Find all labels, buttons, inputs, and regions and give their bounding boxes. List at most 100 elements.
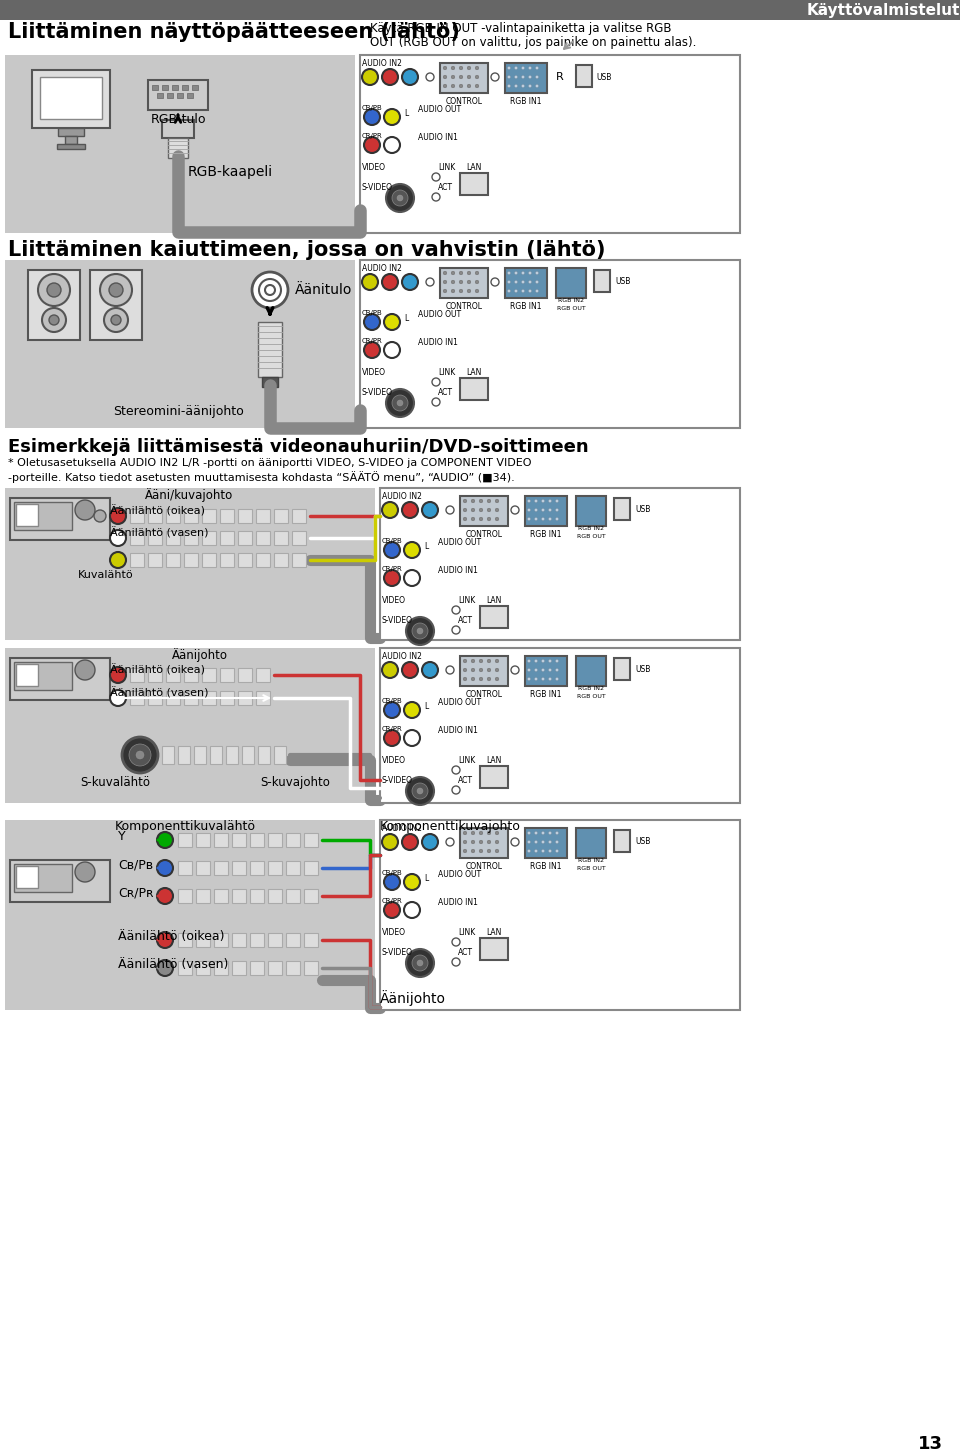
Circle shape — [417, 788, 423, 794]
Text: Komponenttikuvalähtö: Komponenttikuvalähtö — [115, 820, 256, 833]
Bar — [614, 831, 630, 852]
Circle shape — [426, 277, 434, 286]
Text: Äänilähtö (vasen): Äänilähtö (vasen) — [118, 958, 228, 971]
Circle shape — [384, 902, 400, 918]
Bar — [196, 833, 210, 847]
Bar — [148, 510, 162, 523]
Circle shape — [541, 678, 544, 681]
Circle shape — [463, 659, 467, 662]
Bar — [5, 55, 355, 232]
Circle shape — [556, 499, 559, 502]
Circle shape — [157, 832, 173, 848]
Bar — [440, 269, 488, 298]
Circle shape — [535, 841, 538, 844]
Bar — [268, 861, 282, 876]
Circle shape — [535, 849, 538, 852]
Circle shape — [402, 662, 418, 678]
Text: CB/PB: CB/PB — [382, 870, 403, 876]
Circle shape — [508, 76, 511, 78]
Circle shape — [412, 623, 428, 639]
Bar — [268, 889, 282, 903]
Bar — [202, 510, 216, 523]
Bar — [162, 86, 168, 90]
Bar — [182, 86, 188, 90]
Circle shape — [495, 508, 499, 511]
Circle shape — [100, 274, 132, 306]
Text: RGB-kaapeli: RGB-kaapeli — [187, 166, 273, 179]
Bar — [238, 553, 252, 566]
Circle shape — [452, 938, 460, 947]
Circle shape — [402, 274, 418, 290]
Circle shape — [402, 70, 418, 86]
Bar — [10, 498, 110, 540]
Bar — [178, 961, 192, 974]
Text: CONTROL: CONTROL — [466, 690, 502, 698]
Circle shape — [382, 662, 398, 678]
Bar — [556, 269, 586, 298]
Text: AUDIO OUT: AUDIO OUT — [438, 698, 481, 707]
Circle shape — [259, 279, 281, 301]
Circle shape — [487, 499, 491, 502]
Text: L: L — [424, 542, 428, 550]
Text: AUDIO IN2: AUDIO IN2 — [382, 652, 421, 661]
Text: RGB IN2: RGB IN2 — [578, 858, 604, 862]
Circle shape — [495, 499, 499, 502]
Bar — [232, 889, 246, 903]
Circle shape — [110, 666, 126, 682]
Bar — [304, 833, 318, 847]
Circle shape — [265, 285, 275, 295]
Circle shape — [422, 662, 438, 678]
Bar — [166, 553, 180, 566]
Circle shape — [479, 831, 483, 835]
Circle shape — [122, 738, 158, 772]
Bar — [256, 691, 270, 706]
Bar — [286, 934, 300, 947]
Circle shape — [548, 668, 551, 671]
Circle shape — [508, 289, 511, 292]
Circle shape — [479, 668, 483, 672]
Bar — [130, 691, 144, 706]
Bar — [460, 497, 508, 526]
Circle shape — [157, 889, 173, 905]
Circle shape — [417, 629, 423, 635]
Bar — [304, 934, 318, 947]
Bar — [304, 961, 318, 974]
Bar — [196, 861, 210, 876]
Bar — [250, 833, 264, 847]
Text: S-VIDEO: S-VIDEO — [382, 775, 413, 786]
Text: CONTROL: CONTROL — [445, 302, 483, 311]
Circle shape — [471, 659, 475, 662]
Circle shape — [471, 668, 475, 672]
Circle shape — [535, 499, 538, 502]
Bar — [58, 128, 84, 136]
Bar — [166, 668, 180, 682]
Bar — [238, 668, 252, 682]
Text: Äänilähtö (oikea): Äänilähtö (oikea) — [110, 505, 205, 517]
Circle shape — [487, 508, 491, 511]
Bar — [594, 270, 610, 292]
Bar — [184, 668, 198, 682]
Circle shape — [402, 833, 418, 849]
Circle shape — [556, 849, 559, 852]
Circle shape — [129, 743, 151, 767]
Circle shape — [452, 767, 460, 774]
Text: VIDEO: VIDEO — [382, 595, 406, 605]
Circle shape — [404, 571, 420, 587]
Circle shape — [511, 666, 519, 674]
Circle shape — [463, 517, 467, 521]
Text: RGB IN1: RGB IN1 — [530, 862, 562, 871]
Text: OUT (RGB OUT on valittu, jos painike on painettu alas).: OUT (RGB OUT on valittu, jos painike on … — [370, 36, 696, 49]
Bar — [268, 961, 282, 974]
Text: USB: USB — [635, 665, 650, 675]
Bar — [380, 488, 740, 640]
Circle shape — [535, 668, 538, 671]
Bar — [380, 648, 740, 803]
Circle shape — [491, 277, 499, 286]
Circle shape — [382, 833, 398, 849]
Text: RGB IN1: RGB IN1 — [530, 530, 562, 539]
Text: CONTROL: CONTROL — [445, 97, 483, 106]
Bar — [250, 889, 264, 903]
Text: AUDIO IN1: AUDIO IN1 — [438, 897, 478, 908]
Circle shape — [527, 508, 531, 511]
Bar — [202, 553, 216, 566]
